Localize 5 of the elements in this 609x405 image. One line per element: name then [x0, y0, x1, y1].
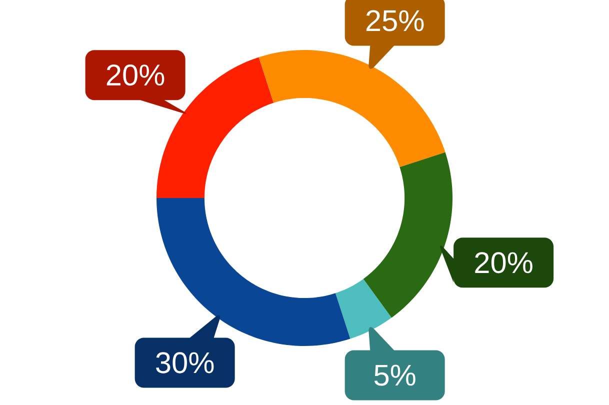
data-label: 20% — [106, 64, 164, 86]
data-label: 5% — [374, 364, 416, 386]
data-label: 20% — [475, 252, 532, 274]
data-label: 30% — [156, 352, 214, 374]
data-label: 25% — [366, 10, 424, 32]
